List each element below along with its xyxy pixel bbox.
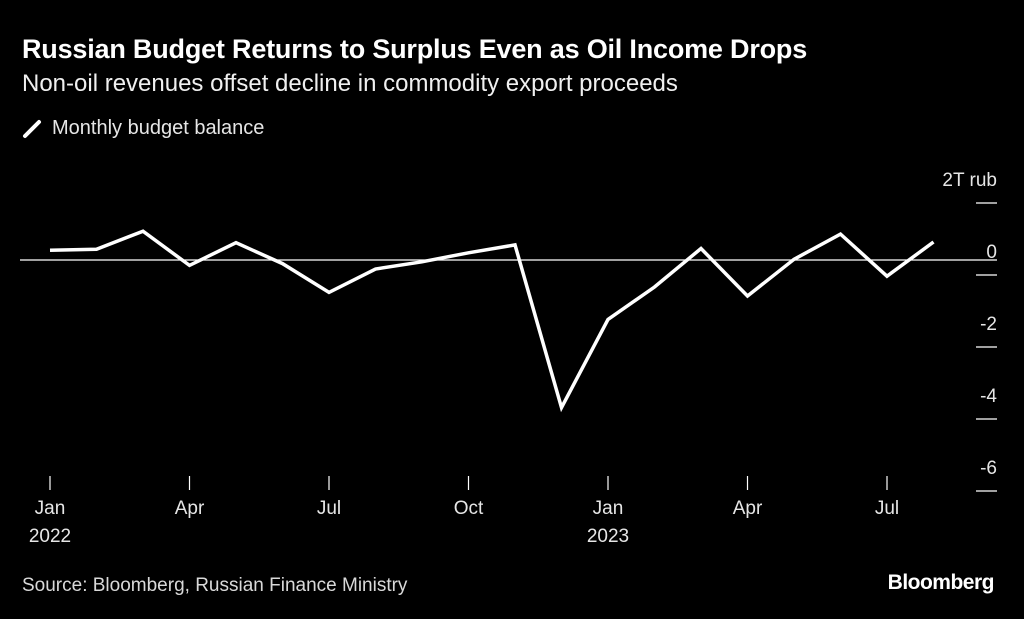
x-tick-label: Jan <box>35 498 66 519</box>
bloomberg-logo: Bloomberg <box>887 571 995 594</box>
y-tick-label: -6 <box>980 458 997 479</box>
x-tick-label: Apr <box>733 498 763 519</box>
y-tick-label: -4 <box>980 386 997 407</box>
source-note: Source: Bloomberg, Russian Finance Minis… <box>22 575 408 596</box>
series-line-budget-balance <box>49 229 935 413</box>
x-tick-label: Jul <box>317 498 341 519</box>
legend-label: Monthly budget balance <box>52 117 265 139</box>
x-tick-label: Apr <box>175 498 205 519</box>
chart-subtitle: Non-oil revenues offset decline in commo… <box>22 70 678 97</box>
x-tick-label: Oct <box>454 498 484 519</box>
y-tick-label: 0 <box>986 242 997 263</box>
y-tick-label: 2T rub <box>942 170 997 191</box>
x-tick-label: Jul <box>875 498 899 519</box>
x-tick-year-label: 2022 <box>29 526 71 547</box>
line-swatch-icon <box>22 119 42 139</box>
y-tick-label: -2 <box>980 314 997 335</box>
chart-title: Russian Budget Returns to Surplus Even a… <box>22 34 808 64</box>
x-tick-label: Jan <box>593 498 624 519</box>
legend: Monthly budget balance <box>22 117 264 140</box>
x-tick-year-label: 2023 <box>587 526 629 547</box>
